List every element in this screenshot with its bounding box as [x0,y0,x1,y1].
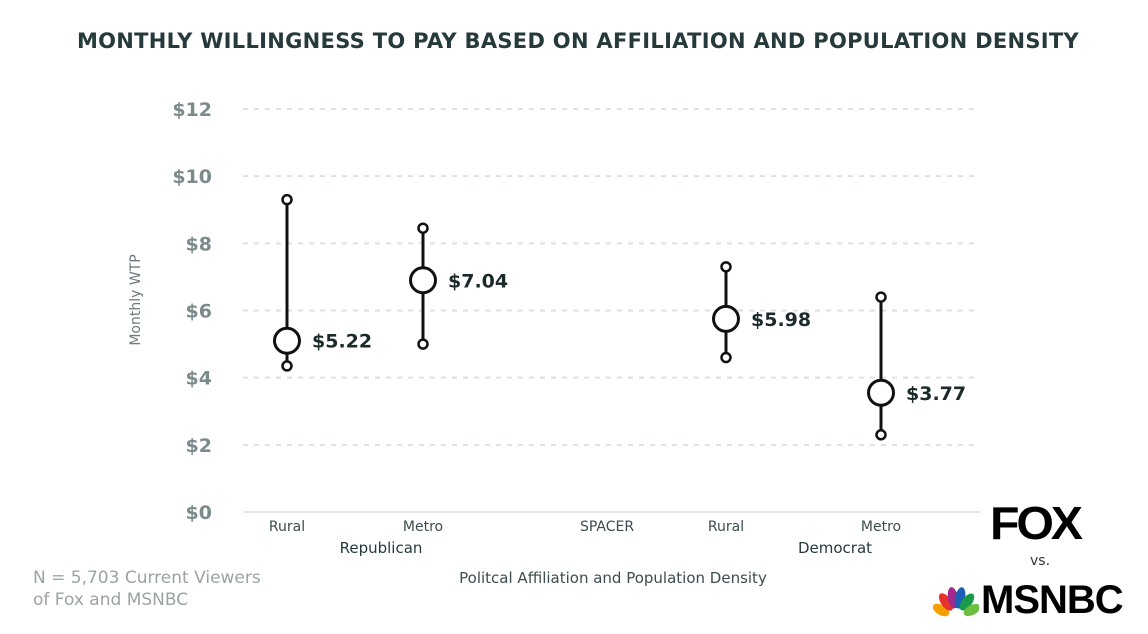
x-tick-label: Rural [708,519,744,535]
range-low-cap [281,360,293,372]
mean-marker [867,378,895,407]
mean-marker [712,304,740,333]
y-tick-label: $12 [172,99,212,121]
mean-marker [409,266,437,295]
error-bars: $5.22 $7.04 $5.98 $3.77 [273,193,966,441]
range-high-cap [720,261,732,273]
msnbc-logo: MSNBC [932,578,1143,622]
y-tick-label: $10 [172,166,212,188]
range-high-cap [417,222,429,234]
sample-size-note: N = 5,703 Current Viewers of Fox and MSN… [33,567,333,611]
gridlines [243,108,980,513]
group-labels: Republican Democrat [340,539,873,557]
value-label: $5.22 [312,331,372,353]
group-label: Democrat [798,539,872,557]
y-axis-label: Monthly WTP [128,254,144,345]
group-label: Republican [340,539,423,557]
error-bar-democrat-metro: $3.77 [867,291,966,441]
peacock-icon [932,587,981,617]
range-low-cap [875,429,887,441]
note-line-2: of Fox and MSNBC [33,590,189,610]
value-label: $3.77 [906,383,966,405]
x-axis-label: Politcal Affiliation and Population Dens… [459,569,767,587]
chart-title: MONTHLY WILLINGNESS TO PAY BASED ON AFFI… [76,29,1080,53]
mean-marker [273,326,301,355]
x-tick-label: Rural [269,519,305,535]
y-tick-label: $0 [186,502,212,524]
vs-label: vs. [1030,553,1051,569]
range-low-cap [720,351,732,364]
error-bar-republican-metro: $7.04 [409,222,508,350]
note-line-1: N = 5,703 Current Viewers [33,568,261,588]
x-tick-label: Metro [403,519,443,535]
error-bar-democrat-rural: $5.98 [712,261,811,364]
y-tick-label: $8 [186,233,212,255]
range-high-cap [281,193,293,206]
fox-logo: FOX [990,497,1083,549]
value-label: $5.98 [751,309,811,331]
range-high-cap [875,291,887,303]
value-label: $7.04 [448,270,508,292]
error-bar-republican-rural: $5.22 [273,193,372,372]
range-low-cap [417,338,429,350]
x-tick-label: Metro [861,519,901,535]
y-tick-label: $6 [186,301,212,323]
y-tick-label: $2 [186,435,212,457]
msnbc-wordmark: MSNBC [981,578,1124,622]
y-tick-label: $4 [186,368,212,390]
x-tick-labels: Rural Metro SPACER Rural Metro [269,519,901,535]
x-tick-label: SPACER [580,519,634,535]
y-tick-labels: $0 $2 $4 $6 $8 $10 $12 [172,99,212,524]
